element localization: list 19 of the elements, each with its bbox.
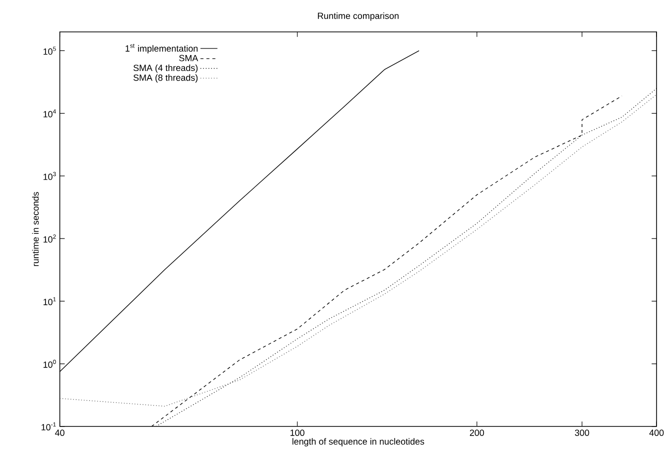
x-tick-label: 300: [574, 429, 590, 436]
y-axis-title: runtime in seconds: [32, 192, 39, 266]
x-tick-label: 400: [649, 429, 664, 436]
chart-title: Runtime comparison: [318, 12, 399, 21]
legend-label: SMA (4 threads): [134, 64, 198, 73]
y-tick-label: 10$^{-1}$: [42, 422, 56, 430]
x-tick-label: 200: [470, 429, 484, 436]
y-tick-label: 10$^{4}$: [44, 109, 56, 118]
x-tick-label: 40: [55, 429, 64, 436]
y-tick-label: 10$^{5}$: [44, 46, 56, 55]
y-tick-label: 10$^{1}$: [44, 297, 56, 306]
legend-label: SMA: [179, 54, 198, 62]
legend-label: 1$^{st}$ implementation: [126, 44, 198, 54]
legend-label: SMA (8 threads): [134, 74, 198, 82]
y-tick-label: 10$^{3}$: [44, 172, 56, 180]
y-tick-label: 10$^{2}$: [44, 234, 56, 242]
y-tick-label: 10$^{0}$: [44, 360, 56, 368]
x-axis-title: length of sequence in nucleotides: [292, 438, 424, 446]
x-tick-label: 100: [290, 429, 304, 436]
